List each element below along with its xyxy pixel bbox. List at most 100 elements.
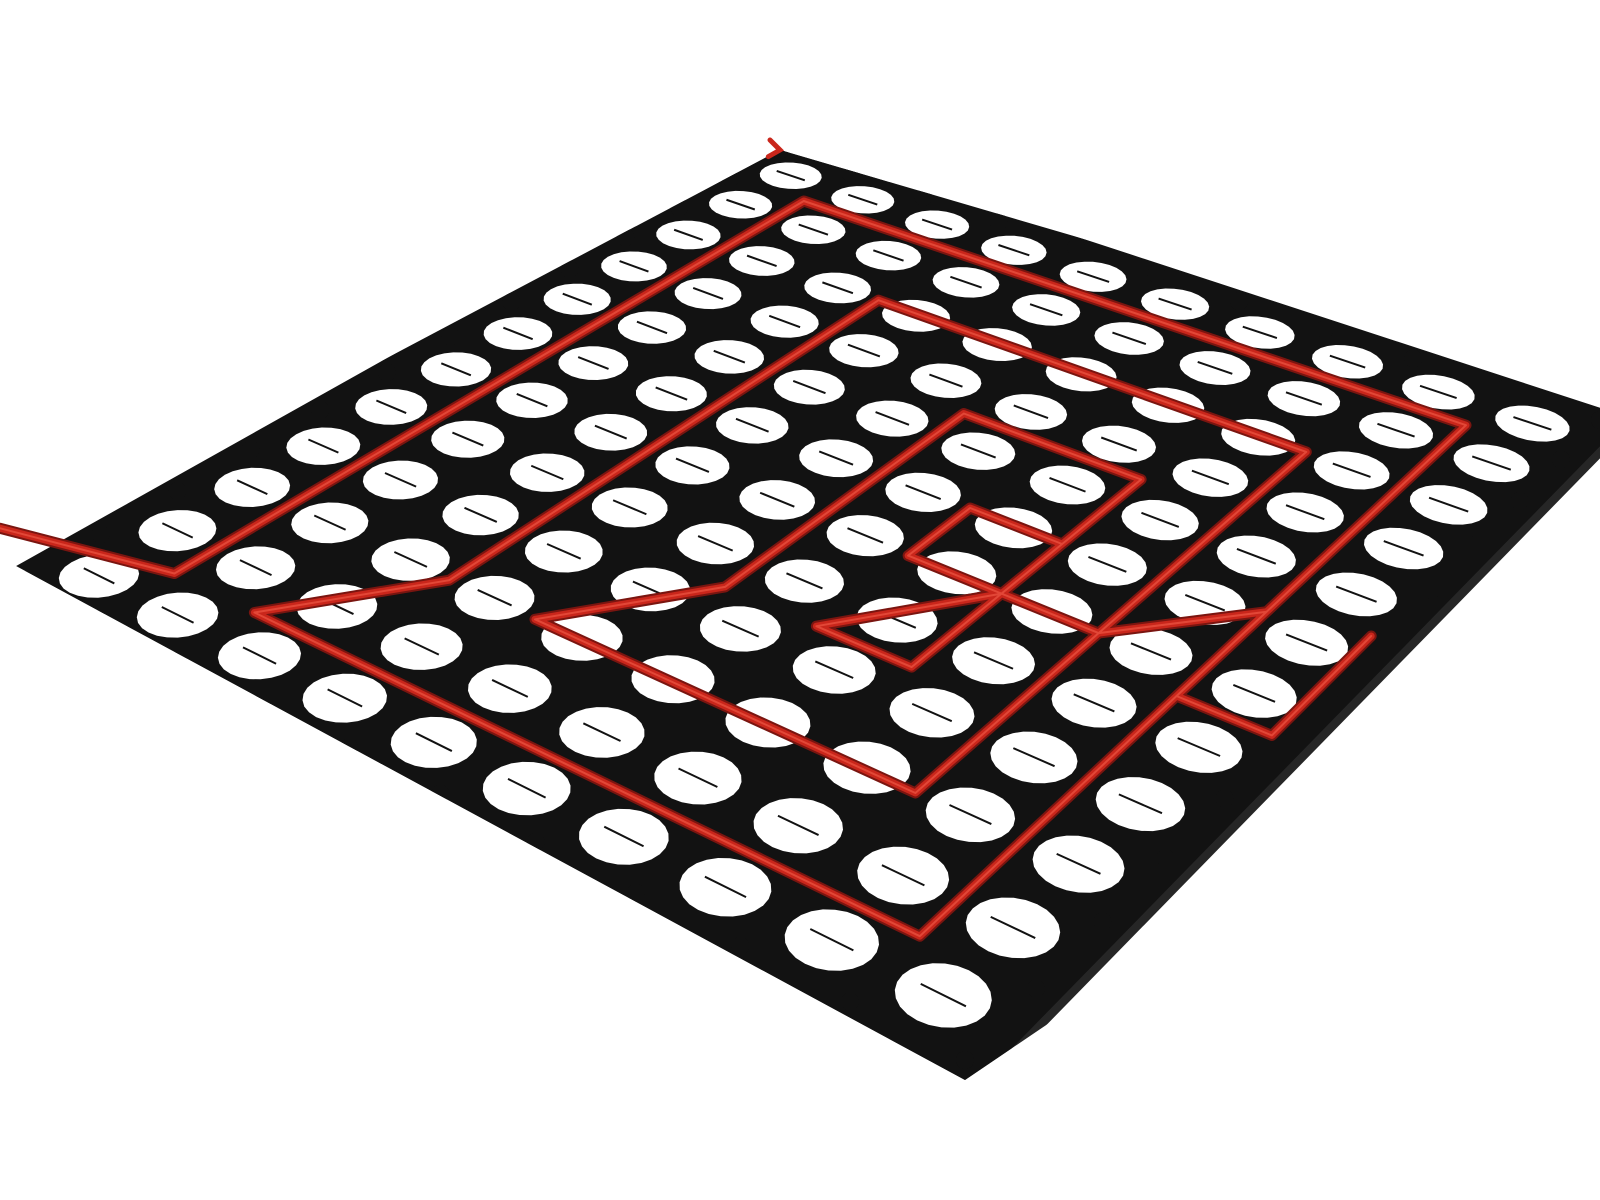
hole-divider — [713, 349, 746, 364]
edge-stud — [1551, 450, 1570, 469]
edge-stud — [1156, 849, 1175, 868]
studded-panel — [5, 150, 1600, 1080]
hole-divider — [1141, 511, 1180, 528]
edge-stud — [241, 440, 260, 459]
hole-divider — [726, 198, 756, 211]
hole-divider — [1285, 504, 1325, 521]
edge-stud — [1404, 349, 1423, 368]
pipe-highlight — [0, 200, 1467, 938]
hole-divider — [998, 244, 1030, 257]
edge-stud — [91, 525, 110, 544]
hole-divider — [1088, 556, 1127, 573]
hole-divider — [746, 254, 777, 268]
hole-divider — [612, 499, 647, 516]
hole-divider — [619, 260, 649, 273]
hole-divider — [929, 373, 963, 388]
hole-divider — [491, 679, 529, 698]
hole-divider — [776, 169, 806, 182]
hole-divider — [452, 431, 484, 447]
edge-stud — [989, 212, 1008, 231]
hole-divider — [960, 443, 996, 459]
hole-divider — [546, 543, 582, 560]
hole-divider — [768, 314, 801, 329]
edge-stud — [840, 992, 859, 1011]
hole-divider — [990, 915, 1036, 939]
hole-divider — [777, 814, 819, 836]
edge-stud — [441, 327, 460, 346]
edge-stud — [626, 883, 645, 902]
hole-divider — [949, 804, 992, 825]
hole-divider — [1232, 683, 1276, 703]
edge-stud — [1215, 789, 1234, 808]
hole-divider — [1285, 633, 1328, 652]
hole-divider — [905, 484, 942, 501]
hole-divider — [1100, 436, 1138, 452]
edge-stud — [1374, 629, 1393, 648]
hole-divider — [697, 535, 734, 552]
hole-divider — [1158, 297, 1192, 311]
hole-divider — [1012, 747, 1055, 768]
hole-divider — [692, 287, 724, 300]
hole-divider — [327, 688, 363, 708]
hole-divider — [847, 193, 878, 206]
hole-divider — [655, 386, 688, 401]
hole-divider — [847, 527, 884, 544]
hole-divider — [1056, 852, 1101, 875]
hole-divider — [911, 702, 953, 723]
hole-divider — [1112, 331, 1147, 346]
hole-divider — [1076, 270, 1110, 283]
heating-pipe — [0, 137, 1472, 942]
hole-divider — [161, 606, 195, 624]
edge-stud — [1591, 411, 1600, 429]
hole-divider — [1335, 585, 1377, 603]
hole-divider — [1332, 462, 1371, 478]
hole-divider — [1177, 737, 1221, 757]
hole-divider — [594, 424, 628, 440]
hole-divider — [798, 223, 829, 236]
edge-stud — [168, 481, 187, 500]
hole-divider — [440, 362, 472, 377]
hole-divider — [1029, 303, 1063, 317]
hole-divider — [242, 646, 277, 665]
hole-divider — [759, 491, 795, 508]
hole-divider — [673, 228, 704, 241]
hole-divider — [1130, 642, 1172, 661]
hole-divider — [516, 392, 548, 408]
hole-divider — [973, 651, 1014, 670]
hole-divider — [313, 514, 347, 531]
edge-stud — [1495, 379, 1514, 398]
hole-divider — [881, 864, 925, 887]
hole-divider — [477, 589, 513, 607]
hole-divider — [675, 457, 710, 473]
edge-stud — [1067, 238, 1086, 257]
hole-divider — [1513, 416, 1552, 431]
hole-divider — [735, 417, 769, 433]
hole-divider — [1471, 455, 1512, 471]
edge-stud — [956, 1051, 974, 1069]
hole-divider — [582, 722, 621, 742]
hole-divider — [1242, 325, 1278, 339]
hole-divider — [1419, 384, 1457, 400]
edge-stud — [311, 401, 330, 420]
hole-divider — [950, 275, 982, 289]
hole-divider — [308, 438, 339, 454]
hole-divider — [507, 778, 547, 799]
hole-divider — [384, 472, 417, 488]
edge-stud — [377, 363, 396, 382]
hole-divider — [562, 292, 593, 306]
edge-stud — [1230, 292, 1249, 311]
hole-divider — [415, 732, 453, 752]
hole-divider — [809, 928, 854, 952]
hole-divider — [818, 450, 854, 466]
pipe-lead-top — [765, 137, 785, 160]
hole-divider — [814, 660, 854, 679]
hole-divider — [1073, 693, 1115, 713]
hole-divider — [1285, 391, 1323, 406]
hole-divider — [1329, 354, 1366, 369]
edge-stud — [502, 292, 521, 311]
hole-divider — [847, 343, 881, 358]
hole-divider — [921, 218, 953, 231]
hole-divider — [678, 767, 718, 788]
hole-divider — [1236, 548, 1277, 565]
